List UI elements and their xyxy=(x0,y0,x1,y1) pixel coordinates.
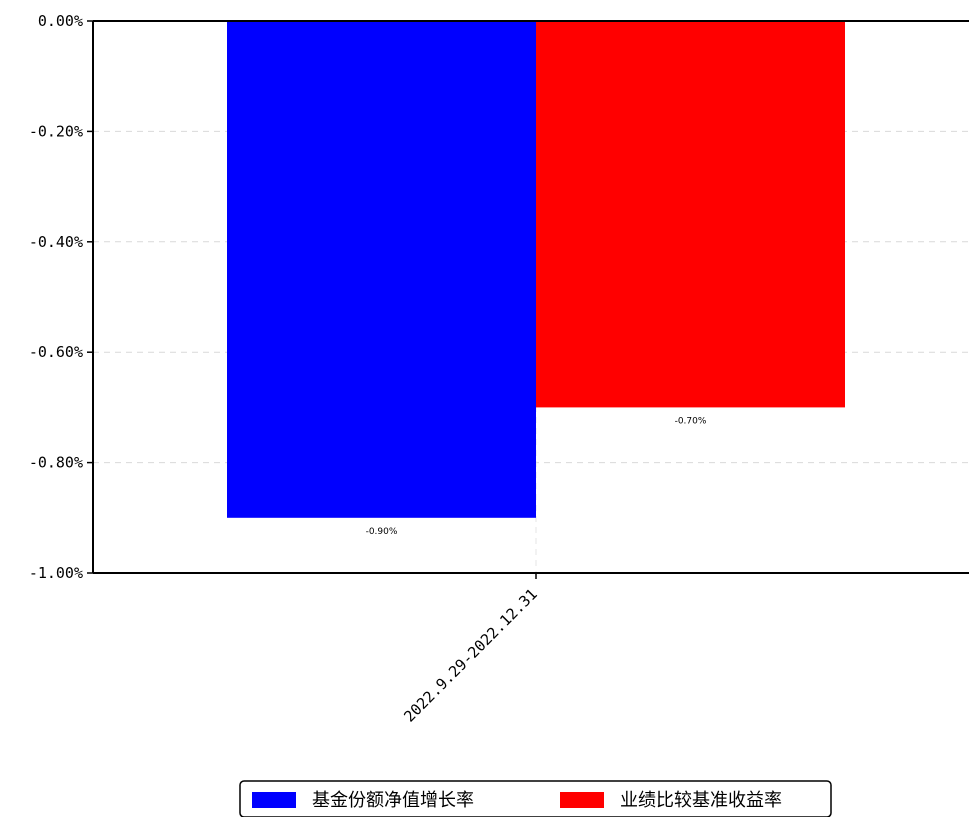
bar-value-labels: -0.90% -0.70% xyxy=(366,416,707,536)
legend: 基金份额净值增长率 业绩比较基准收益率 xyxy=(239,780,832,817)
y-tick-label: -0.80% xyxy=(29,454,83,472)
bar-series-2 xyxy=(536,21,845,408)
legend-label-series-2: 业绩比较基准收益率 xyxy=(620,790,782,811)
y-tick-label: 0.00% xyxy=(38,12,83,30)
y-tick-label: -1.00% xyxy=(29,564,83,582)
x-tick-label: 2022.9.29-2022.12.31 xyxy=(400,585,540,725)
x-axis-ticks: 2022.9.29-2022.12.31 xyxy=(400,573,541,726)
legend-label-series-1: 基金份额净值增长率 xyxy=(312,790,474,811)
bars xyxy=(227,21,845,518)
legend-swatch-series-1 xyxy=(252,792,296,808)
bar-value-label-series-1: -0.90% xyxy=(366,527,398,537)
y-tick-label: -0.40% xyxy=(29,233,83,251)
legend-box xyxy=(239,780,832,817)
y-tick-label: -0.60% xyxy=(29,343,83,361)
axes xyxy=(92,20,969,574)
bar-series-1 xyxy=(227,21,536,518)
bar-value-label-series-2: -0.70% xyxy=(675,416,707,426)
y-axis-ticks: 0.00% -0.20% -0.40% -0.60% -0.80% -1.00% xyxy=(29,12,93,582)
y-tick-label: -0.20% xyxy=(29,122,83,140)
legend-swatch-series-2 xyxy=(560,792,604,808)
